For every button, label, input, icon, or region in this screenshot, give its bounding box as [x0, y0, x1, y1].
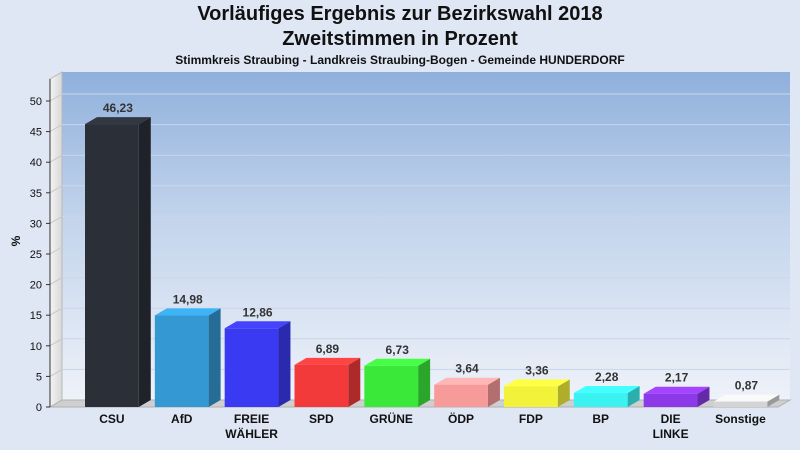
- gridline: [49, 185, 63, 194]
- bar: [573, 393, 628, 407]
- x-tick-label: ÖDP: [448, 411, 474, 426]
- y-axis-label: %: [9, 235, 23, 246]
- x-tick-label: SPD: [309, 412, 334, 426]
- bar-top: [294, 357, 361, 365]
- bar-top: [573, 386, 640, 394]
- bar-top: [713, 394, 780, 402]
- chart-subtitle: Stimmkreis Straubing - Landkreis Straubi…: [175, 53, 625, 67]
- gridline: [49, 368, 63, 377]
- gridline: [49, 307, 63, 316]
- data-label: 6,73: [386, 343, 410, 357]
- bar: [224, 328, 279, 407]
- y-tick-label: 45: [30, 127, 42, 139]
- y-tick-label: 20: [30, 280, 42, 292]
- bar-group: 2,17: [643, 371, 710, 407]
- y-tick-label: 25: [30, 249, 42, 261]
- gridline: [49, 277, 63, 286]
- bar-group: 3,36: [504, 363, 570, 407]
- bar-top: [643, 386, 710, 394]
- y-tick-label: 30: [30, 218, 42, 230]
- bar-top: [154, 308, 221, 316]
- bar-group: 6,89: [294, 342, 361, 407]
- x-tick-label: CSU: [99, 412, 124, 426]
- data-label: 3,36: [525, 363, 549, 377]
- x-tick-label: FDP: [519, 412, 543, 426]
- x-tick-label: LINKE: [653, 427, 689, 441]
- y-tick-label: 15: [30, 310, 42, 322]
- data-label: 46,23: [103, 101, 133, 115]
- bar-side: [767, 394, 780, 407]
- data-label: 0,87: [735, 379, 759, 393]
- bar: [364, 365, 419, 407]
- bar-group: 12,86: [224, 305, 291, 407]
- gridline: [49, 154, 63, 163]
- y-tick-label: 10: [30, 341, 42, 353]
- data-label: 6,89: [316, 342, 340, 356]
- data-label: 2,17: [665, 371, 689, 385]
- bar-group: 6,73: [364, 343, 431, 407]
- bar-group: 2,28: [573, 370, 640, 407]
- side-wall: [49, 71, 63, 408]
- x-tick-label: AfD: [171, 412, 193, 426]
- gridline: [49, 215, 63, 224]
- bar: [504, 386, 558, 407]
- bar: [85, 124, 139, 408]
- bar: [713, 401, 768, 407]
- y-tick-label: 35: [30, 188, 42, 200]
- chart-title: Vorläufiges Ergebnis zur Bezirkswahl 201…: [197, 3, 603, 25]
- bar: [154, 315, 209, 407]
- bar: [643, 393, 698, 407]
- bar-top: [504, 379, 570, 387]
- x-tick-label: GRÜNE: [370, 411, 413, 426]
- chart-title-line-2: Zweitstimmen in Prozent: [282, 28, 518, 50]
- y-tick-label: 0: [36, 402, 42, 414]
- gridline: [49, 93, 63, 102]
- bar-group: 0,87: [713, 379, 780, 407]
- data-label: 3,64: [455, 362, 479, 376]
- bars: 46,23 14,98 12,86 6,89 6,73 3,64 3,36 2,28 2,17 0…: [85, 101, 780, 408]
- x-tick-label: WÄHLER: [225, 426, 278, 441]
- data-label: 2,28: [595, 370, 619, 384]
- x-tick-label: Sonstige: [715, 412, 766, 426]
- bar-side: [418, 358, 431, 407]
- gridline: [49, 124, 63, 133]
- data-label: 14,98: [173, 292, 203, 306]
- bar-side: [557, 379, 570, 407]
- bar-side: [348, 357, 361, 407]
- data-label: 12,86: [243, 305, 273, 319]
- bar-side: [697, 386, 710, 407]
- bar-side: [627, 386, 640, 407]
- y-tick-label: 40: [30, 157, 42, 169]
- bar-top: [364, 358, 431, 366]
- x-tick-label: FREIE: [234, 412, 269, 426]
- gridline: [49, 246, 63, 255]
- x-tick-label: DIE: [661, 412, 681, 426]
- bar-top: [434, 377, 500, 385]
- bar-top: [224, 321, 291, 329]
- x-tick-label: BP: [592, 412, 609, 426]
- y-tick-label: 5: [36, 371, 42, 383]
- bar: [434, 384, 488, 407]
- bar-side: [278, 321, 291, 407]
- bar-group: 14,98: [154, 292, 221, 407]
- bar-group: 46,23: [85, 101, 151, 408]
- bar-side: [208, 308, 221, 407]
- gridline: [49, 338, 63, 347]
- bar-side: [487, 377, 500, 407]
- bar: [294, 364, 349, 407]
- bar-group: 3,64: [434, 362, 500, 407]
- y-tick-label: 50: [30, 96, 42, 108]
- bar-top: [85, 117, 151, 125]
- y-axis: 0 5 10 15 20 25 30 35 40 45 50%: [9, 79, 51, 414]
- bar-side: [138, 117, 151, 408]
